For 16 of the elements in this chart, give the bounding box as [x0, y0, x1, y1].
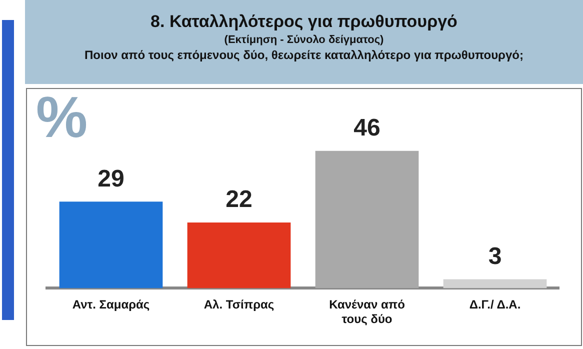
x-tick-label: Αντ. Σαμαράς	[72, 298, 150, 312]
bar	[187, 222, 291, 288]
text: Ποιον από τους επόμενους δύο, θεωρείτε καταλληλότερο για πρωθυπουργό;	[84, 48, 524, 62]
x-tick-label: Αλ. Τσίπρας	[204, 298, 274, 312]
chart-title: 8. Καταλληλότερος για πρωθυπουργό	[150, 12, 458, 32]
bar	[443, 279, 547, 288]
data-label: 3	[488, 242, 502, 270]
data-label: 22	[226, 186, 252, 214]
chart-subtitle: (Εκτίμηση - Σύνολο δείγματος)	[223, 34, 385, 46]
x-tick-label: Κανέναν από τους δύο	[329, 298, 405, 326]
y-axis-title: %	[36, 85, 88, 150]
data-label: 46	[354, 114, 380, 142]
bar	[315, 150, 419, 288]
x-tick-label: Δ.Γ./ Δ.Α.	[469, 298, 521, 312]
bar	[59, 202, 163, 288]
data-label: 29	[98, 165, 124, 192]
